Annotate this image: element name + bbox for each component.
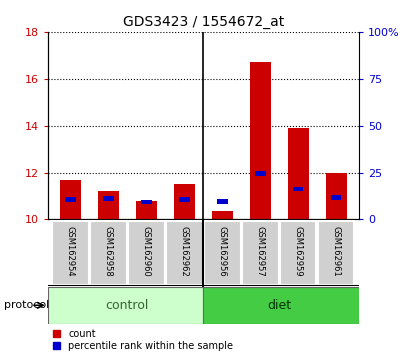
Text: GSM162957: GSM162957	[256, 227, 265, 277]
Text: GSM162960: GSM162960	[142, 227, 151, 277]
Bar	[293, 187, 303, 191]
Legend: count, percentile rank within the sample: count, percentile rank within the sample	[53, 329, 233, 351]
Text: GSM162962: GSM162962	[180, 227, 189, 277]
Text: GSM162958: GSM162958	[104, 227, 113, 277]
Bar	[331, 195, 342, 200]
Bar	[179, 197, 190, 202]
FancyBboxPatch shape	[166, 221, 203, 285]
Bar	[60, 179, 81, 219]
Text: GSM162956: GSM162956	[218, 227, 227, 277]
FancyBboxPatch shape	[203, 287, 359, 324]
FancyBboxPatch shape	[128, 221, 165, 285]
Bar	[326, 172, 347, 219]
Text: diet: diet	[267, 299, 291, 312]
Text: control: control	[106, 299, 149, 312]
Bar	[250, 62, 271, 219]
Bar	[65, 197, 76, 202]
FancyBboxPatch shape	[90, 221, 127, 285]
FancyBboxPatch shape	[242, 221, 278, 285]
Bar	[212, 211, 233, 219]
Bar	[103, 196, 114, 201]
Text: GSM162959: GSM162959	[294, 227, 303, 277]
Text: protocol: protocol	[4, 300, 49, 310]
Bar	[255, 171, 266, 176]
Bar	[174, 184, 195, 219]
FancyBboxPatch shape	[280, 221, 317, 285]
Text: GSM162954: GSM162954	[66, 227, 75, 277]
Text: GSM162961: GSM162961	[332, 227, 341, 277]
Bar	[217, 199, 227, 204]
Title: GDS3423 / 1554672_at: GDS3423 / 1554672_at	[123, 16, 284, 29]
FancyBboxPatch shape	[52, 221, 89, 285]
Bar	[141, 200, 151, 204]
FancyBboxPatch shape	[48, 287, 203, 324]
Bar	[136, 201, 157, 219]
Bar	[288, 128, 309, 219]
Bar	[98, 191, 119, 219]
FancyBboxPatch shape	[204, 221, 241, 285]
FancyBboxPatch shape	[318, 221, 354, 285]
